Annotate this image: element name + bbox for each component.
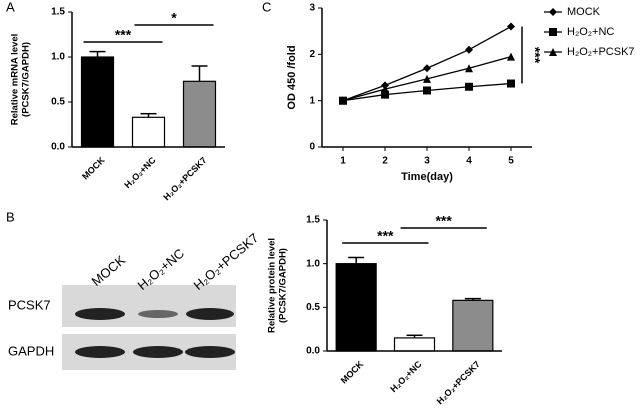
x-tick-label: 4 (466, 156, 472, 167)
y-axis-title: (PCSK7/GAPDH) (278, 248, 289, 323)
y-axis-title: Relative mRNA level (10, 34, 21, 126)
y-tick-label: 1.5 (51, 7, 65, 18)
point (339, 96, 347, 105)
point (507, 22, 515, 31)
y-tick-label: 0.5 (306, 302, 320, 313)
bar (80, 56, 115, 148)
x-tick-label: H₂O₂+PCSK7 (435, 359, 482, 406)
x-axis-title: Time(day) (401, 171, 453, 183)
y-axis-title: Relative protein level (267, 238, 278, 333)
panel-label: C (262, 0, 271, 14)
blot-band (133, 346, 183, 358)
legend-marker (549, 8, 557, 16)
y-tick-label: 1.0 (51, 52, 65, 63)
point (507, 79, 515, 88)
blot-background (62, 285, 236, 327)
row-label: GAPDH (8, 343, 54, 358)
significance-label: *** (377, 228, 394, 244)
point (423, 64, 431, 73)
legend-marker (549, 48, 557, 56)
y-tick-label: 0.0 (306, 346, 320, 357)
point (465, 64, 473, 73)
blot-band (186, 308, 234, 320)
legend-label: H₂O₂+PCSK7 (567, 46, 635, 58)
y-tick-label: 2 (309, 49, 315, 60)
y-tick-label: 1.5 (306, 215, 320, 226)
blot-band (138, 310, 178, 318)
point (423, 86, 431, 95)
row-label: PCSK7 (8, 297, 51, 312)
point (423, 74, 431, 83)
panel-label: B (6, 209, 15, 224)
point (465, 45, 473, 54)
x-tick-label: 5 (508, 156, 514, 167)
y-tick-label: 0 (309, 142, 315, 153)
lane-label: MOCK (88, 252, 128, 289)
y-tick-label: 1.0 (306, 258, 320, 269)
x-tick-label: MOCK (80, 155, 107, 182)
bar (393, 337, 436, 352)
bar (131, 116, 166, 148)
y-tick-label: 3 (309, 3, 315, 14)
panel-label: A (6, 0, 15, 14)
x-tick-label: 3 (424, 156, 430, 167)
y-tick-label: 0.5 (51, 97, 65, 108)
bar (182, 80, 217, 148)
x-tick-label: 2 (382, 156, 388, 167)
x-tick-label: H₂O₂+NC (122, 155, 158, 191)
point (465, 82, 473, 91)
blot-band (75, 308, 125, 320)
significance-label: *** (435, 213, 452, 229)
blot-band (75, 346, 125, 358)
legend-label: MOCK (567, 6, 601, 18)
legend-marker (549, 28, 557, 36)
x-tick-label: MOCK (339, 359, 366, 386)
lane-label: H₂O₂+PCSK7 (190, 230, 261, 293)
y-tick-label: 1 (309, 95, 315, 106)
significance-label: *** (527, 47, 543, 64)
y-axis-title: (PCSK7/GAPDH) (21, 42, 32, 117)
bar (452, 299, 494, 352)
legend-label: H₂O₂+NC (567, 26, 614, 38)
x-tick-label: 1 (340, 156, 346, 167)
point (507, 52, 515, 61)
significance-label: *** (115, 27, 132, 43)
y-axis-title: OD 450 /fold (286, 45, 298, 109)
point (381, 85, 389, 94)
x-tick-label: H₂O₂+PCSK7 (161, 155, 208, 202)
significance-label: * (171, 10, 177, 26)
y-tick-label: 0.0 (51, 142, 65, 153)
bar (335, 263, 377, 352)
x-tick-label: H₂O₂+NC (388, 359, 424, 395)
blot-band (185, 346, 235, 358)
